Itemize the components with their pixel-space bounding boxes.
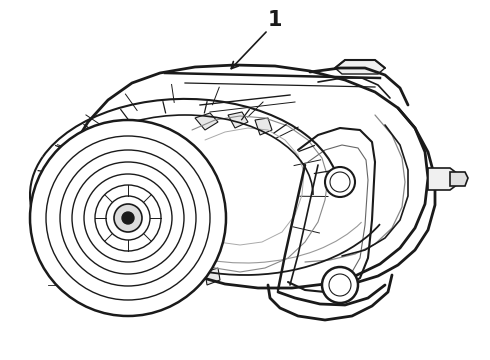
Polygon shape	[205, 268, 220, 285]
Text: 1: 1	[268, 10, 282, 30]
Polygon shape	[155, 128, 178, 148]
Polygon shape	[228, 112, 248, 128]
Polygon shape	[255, 118, 272, 135]
Circle shape	[114, 204, 142, 232]
Circle shape	[322, 267, 358, 303]
Polygon shape	[165, 252, 183, 272]
Polygon shape	[148, 228, 165, 248]
Polygon shape	[148, 162, 165, 182]
Polygon shape	[450, 172, 468, 186]
Polygon shape	[428, 168, 458, 190]
Circle shape	[325, 167, 355, 197]
Polygon shape	[335, 60, 385, 74]
Circle shape	[30, 120, 226, 316]
Polygon shape	[195, 113, 218, 130]
Polygon shape	[55, 68, 435, 293]
Circle shape	[122, 212, 134, 224]
Polygon shape	[145, 196, 162, 215]
